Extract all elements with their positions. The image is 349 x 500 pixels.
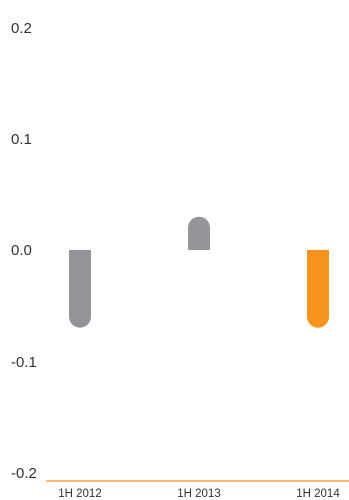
bar-1h-2014 (307, 250, 329, 328)
x-axis-ticks: 1H 2012 1H 2013 1H 2014 (58, 488, 340, 500)
y-tick-label: 0.2 (11, 20, 32, 37)
bar-1h-2013 (188, 216, 210, 250)
y-tick-label: 0.1 (11, 131, 32, 148)
y-tick-label: 0.0 (11, 242, 32, 259)
y-axis-ticks: 0.2 0.1 0.0 -0.1 -0.2 (11, 20, 37, 482)
y-tick-label: -0.2 (11, 465, 37, 482)
x-tick-label: 1H 2014 (296, 488, 340, 500)
bar-series (69, 216, 329, 328)
x-tick-label: 1H 2013 (177, 488, 220, 500)
bar-1h-2012 (69, 250, 92, 328)
y-tick-label: -0.1 (11, 354, 37, 371)
x-tick-label: 1H 2012 (58, 488, 101, 500)
